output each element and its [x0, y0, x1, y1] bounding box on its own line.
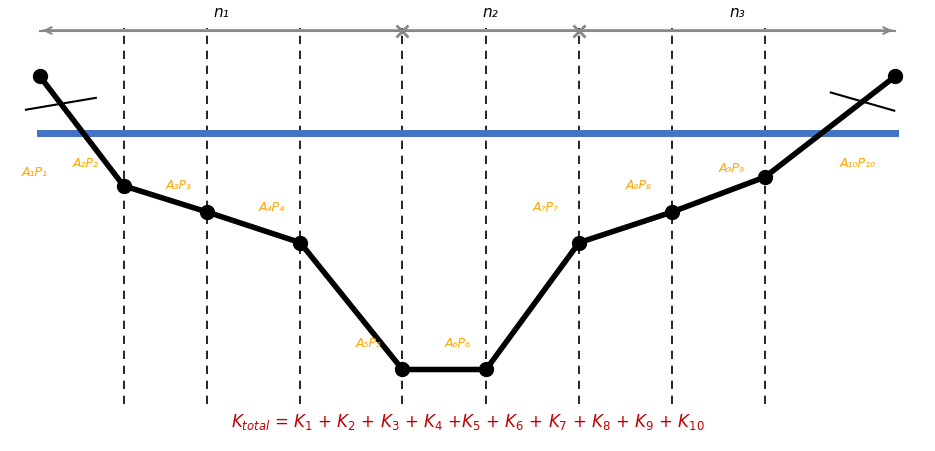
Text: A₈P₈: A₈P₈	[626, 179, 652, 192]
Text: A₅P₅: A₅P₅	[356, 337, 382, 350]
Text: n₁: n₁	[213, 5, 229, 19]
Text: A₂P₂: A₂P₂	[73, 157, 98, 170]
Text: A₁₀P₁₀: A₁₀P₁₀	[840, 157, 875, 170]
Text: A₆P₆: A₆P₆	[444, 337, 470, 350]
Text: A₃P₃: A₃P₃	[165, 179, 192, 192]
Text: $K_{total}$ = $K_1$ + $K_2$ + $K_3$ + $K_4$ +$K_5$ + $K_6$ + $K_7$ + $K_8$ + $K_: $K_{total}$ = $K_1$ + $K_2$ + $K_3$ + $K…	[231, 412, 704, 432]
Text: n₂: n₂	[482, 5, 498, 19]
Text: A₄P₄: A₄P₄	[258, 201, 284, 214]
Text: n₃: n₃	[729, 5, 745, 19]
Text: A₁P₁: A₁P₁	[22, 166, 48, 179]
Text: A₉P₉: A₉P₉	[718, 162, 744, 175]
Text: A₇P₇: A₇P₇	[533, 201, 558, 214]
